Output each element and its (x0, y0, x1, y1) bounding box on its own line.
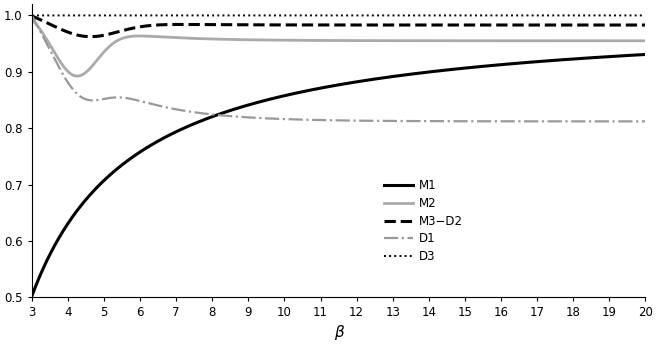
D1 (98, 97, 106, 101)
M1 (134, 151, 142, 155)
M2 (28, 17, 35, 21)
D1 (263, 116, 271, 120)
M2 (135, 34, 143, 38)
D1 (28, 13, 35, 17)
M3−D2 (87, 35, 95, 39)
D3 (563, 13, 571, 18)
D3 (134, 13, 142, 18)
D1 (290, 117, 298, 121)
M2 (564, 39, 572, 43)
M2 (263, 38, 271, 42)
D1 (134, 98, 142, 103)
Line: D1: D1 (32, 15, 645, 121)
M2 (629, 39, 637, 43)
Line: M2: M2 (32, 19, 645, 76)
D3 (263, 13, 271, 18)
M3−D2 (135, 25, 143, 29)
D3 (641, 13, 649, 18)
M1 (98, 181, 106, 185)
M2 (74, 74, 81, 78)
M2 (98, 52, 106, 56)
M1 (641, 52, 649, 56)
D1 (563, 119, 571, 123)
Line: M3−D2: M3−D2 (32, 16, 645, 37)
M1 (263, 98, 271, 102)
D3 (98, 13, 106, 18)
D3 (629, 13, 637, 18)
M1 (563, 57, 571, 62)
Legend: M1, M2, M3−D2, D1, D3: M1, M2, M3−D2, D1, D3 (379, 174, 468, 268)
Line: M1: M1 (32, 54, 645, 296)
M1 (290, 92, 298, 96)
D1 (641, 119, 649, 123)
M3−D2 (641, 23, 649, 27)
D1 (629, 119, 637, 123)
X-axis label: β: β (334, 325, 344, 340)
M3−D2 (28, 14, 35, 18)
M3−D2 (290, 23, 298, 27)
M1 (629, 53, 637, 57)
M2 (641, 39, 649, 43)
M3−D2 (263, 23, 271, 27)
D3 (28, 13, 35, 18)
M1 (28, 294, 35, 298)
M3−D2 (629, 23, 637, 27)
M3−D2 (564, 23, 572, 27)
M3−D2 (98, 33, 106, 37)
M2 (290, 38, 298, 42)
D3 (290, 13, 298, 18)
